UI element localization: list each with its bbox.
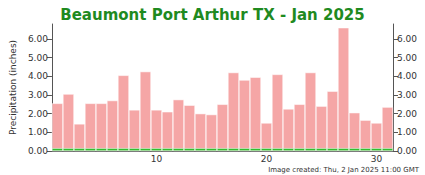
svg-text:3.00: 3.00: [397, 90, 417, 100]
svg-text:Image created: Thu, 2 Jan 2025: Image created: Thu, 2 Jan 2025 11:00 GMT: [268, 166, 420, 174]
svg-text:2.00: 2.00: [397, 109, 417, 119]
svg-text:4.00: 4.00: [397, 71, 417, 81]
svg-text:20: 20: [261, 154, 273, 164]
svg-text:0.00: 0.00: [28, 146, 48, 156]
svg-text:1.00: 1.00: [397, 127, 417, 137]
svg-text:Beaumont Port Arthur TX - Jan: Beaumont Port Arthur TX - Jan 2025: [60, 6, 364, 24]
svg-text:5.00: 5.00: [28, 53, 48, 63]
svg-text:10: 10: [151, 154, 163, 164]
svg-text:3.00: 3.00: [28, 90, 48, 100]
svg-text:5.00: 5.00: [397, 53, 417, 63]
svg-text:2.00: 2.00: [28, 109, 48, 119]
svg-text:6.00: 6.00: [28, 34, 48, 44]
svg-text:Precipitation (inches): Precipitation (inches): [8, 40, 18, 135]
svg-text:4.00: 4.00: [28, 71, 48, 81]
svg-text:6.00: 6.00: [397, 34, 417, 44]
svg-text:1.00: 1.00: [28, 127, 48, 137]
svg-text:30: 30: [371, 154, 383, 164]
svg-text:0.00: 0.00: [397, 146, 417, 156]
